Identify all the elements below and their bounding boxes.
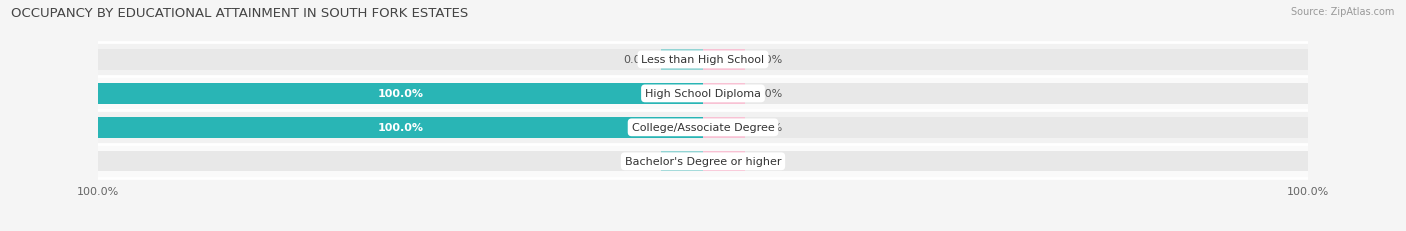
Bar	[703, 118, 1308, 138]
Text: 0.0%: 0.0%	[755, 157, 783, 167]
Bar	[98, 118, 703, 138]
Bar	[703, 152, 1308, 172]
Text: College/Associate Degree: College/Associate Degree	[631, 123, 775, 133]
Bar	[98, 84, 703, 104]
Bar	[703, 50, 1308, 70]
Bar	[98, 84, 703, 104]
Text: 0.0%: 0.0%	[623, 157, 651, 167]
Bar	[98, 50, 703, 70]
Bar	[661, 50, 703, 70]
Bar	[703, 118, 745, 138]
Text: Less than High School: Less than High School	[641, 55, 765, 65]
Bar	[703, 152, 745, 172]
Bar	[661, 152, 703, 172]
Text: 0.0%: 0.0%	[623, 55, 651, 65]
Bar	[98, 152, 703, 172]
Text: 0.0%: 0.0%	[755, 89, 783, 99]
Bar	[98, 118, 703, 138]
Bar	[703, 84, 1308, 104]
Bar	[98, 43, 1308, 77]
Text: 100.0%: 100.0%	[378, 89, 423, 99]
Text: 0.0%: 0.0%	[755, 55, 783, 65]
Bar	[98, 77, 1308, 111]
Text: 0.0%: 0.0%	[755, 123, 783, 133]
Text: Bachelor's Degree or higher: Bachelor's Degree or higher	[624, 157, 782, 167]
Bar	[98, 145, 1308, 179]
Bar	[98, 111, 1308, 145]
Text: Source: ZipAtlas.com: Source: ZipAtlas.com	[1291, 7, 1395, 17]
Text: OCCUPANCY BY EDUCATIONAL ATTAINMENT IN SOUTH FORK ESTATES: OCCUPANCY BY EDUCATIONAL ATTAINMENT IN S…	[11, 7, 468, 20]
Bar	[703, 84, 745, 104]
Text: 100.0%: 100.0%	[378, 123, 423, 133]
Bar	[703, 50, 745, 70]
Text: High School Diploma: High School Diploma	[645, 89, 761, 99]
